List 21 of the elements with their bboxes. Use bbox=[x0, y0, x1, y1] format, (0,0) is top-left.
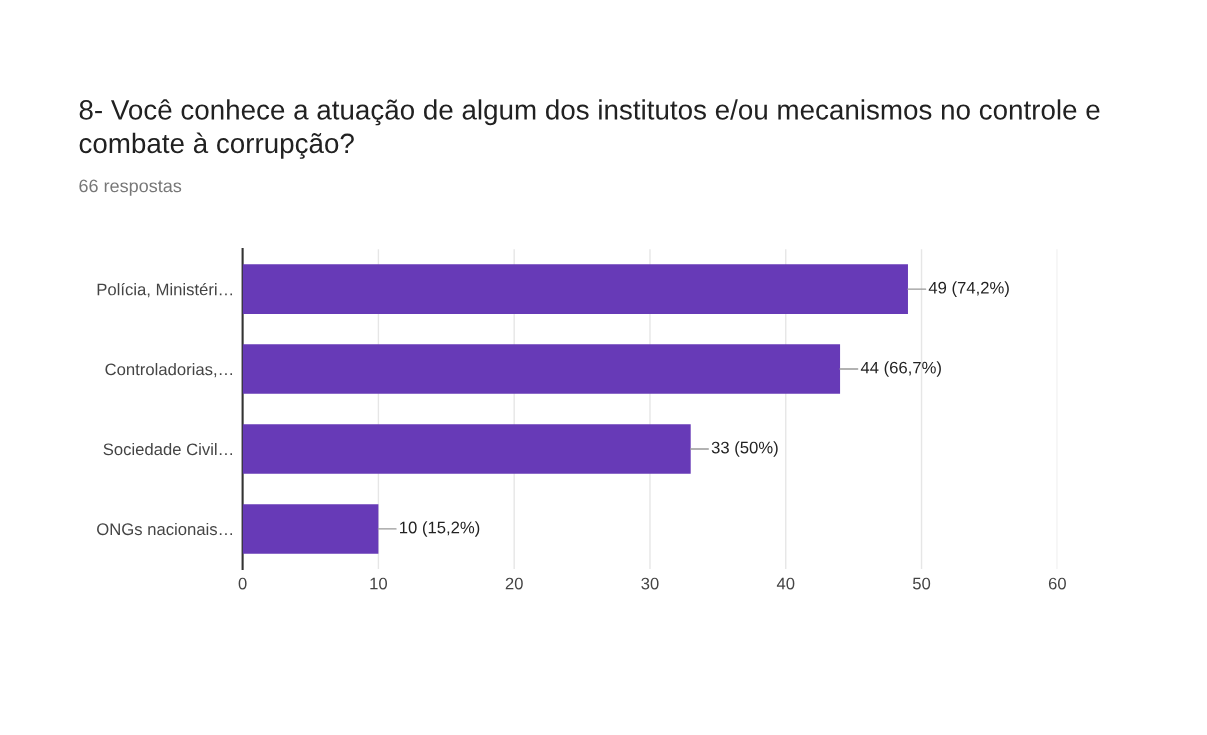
x-tick-label: 40 bbox=[776, 577, 795, 590]
bar bbox=[242, 424, 691, 474]
data-label: 33 (50%) bbox=[711, 441, 778, 457]
y-tick-label: Controladorias,… bbox=[105, 363, 233, 378]
bar bbox=[242, 344, 841, 394]
data-label: 44 (66,7%) bbox=[860, 361, 941, 377]
chart-subtitle: 66 respostas bbox=[79, 179, 182, 196]
data-label: 49 (74,2%) bbox=[928, 281, 1009, 297]
bar bbox=[242, 504, 379, 554]
x-tick-label: 10 bbox=[370, 577, 388, 590]
chart-title: 8- Você conhece a atuação de algum dos institutos e/ou mecanismos no controle e combate à corrupção? bbox=[79, 99, 1100, 159]
bar bbox=[242, 264, 908, 314]
y-tick-label: Polícia, Ministéri… bbox=[97, 282, 233, 298]
x-tick-label: 0 bbox=[238, 577, 247, 590]
x-tick-label: 30 bbox=[641, 577, 659, 590]
x-tick-label: 20 bbox=[505, 577, 523, 590]
y-tick-label: Sociedade Civil… bbox=[103, 442, 233, 456]
data-label: 10 (15,2%) bbox=[400, 521, 480, 537]
x-tick-label: 50 bbox=[912, 577, 931, 590]
x-tick-label: 60 bbox=[1048, 577, 1066, 590]
y-tick-label: ONGs nacionais… bbox=[97, 522, 233, 536]
